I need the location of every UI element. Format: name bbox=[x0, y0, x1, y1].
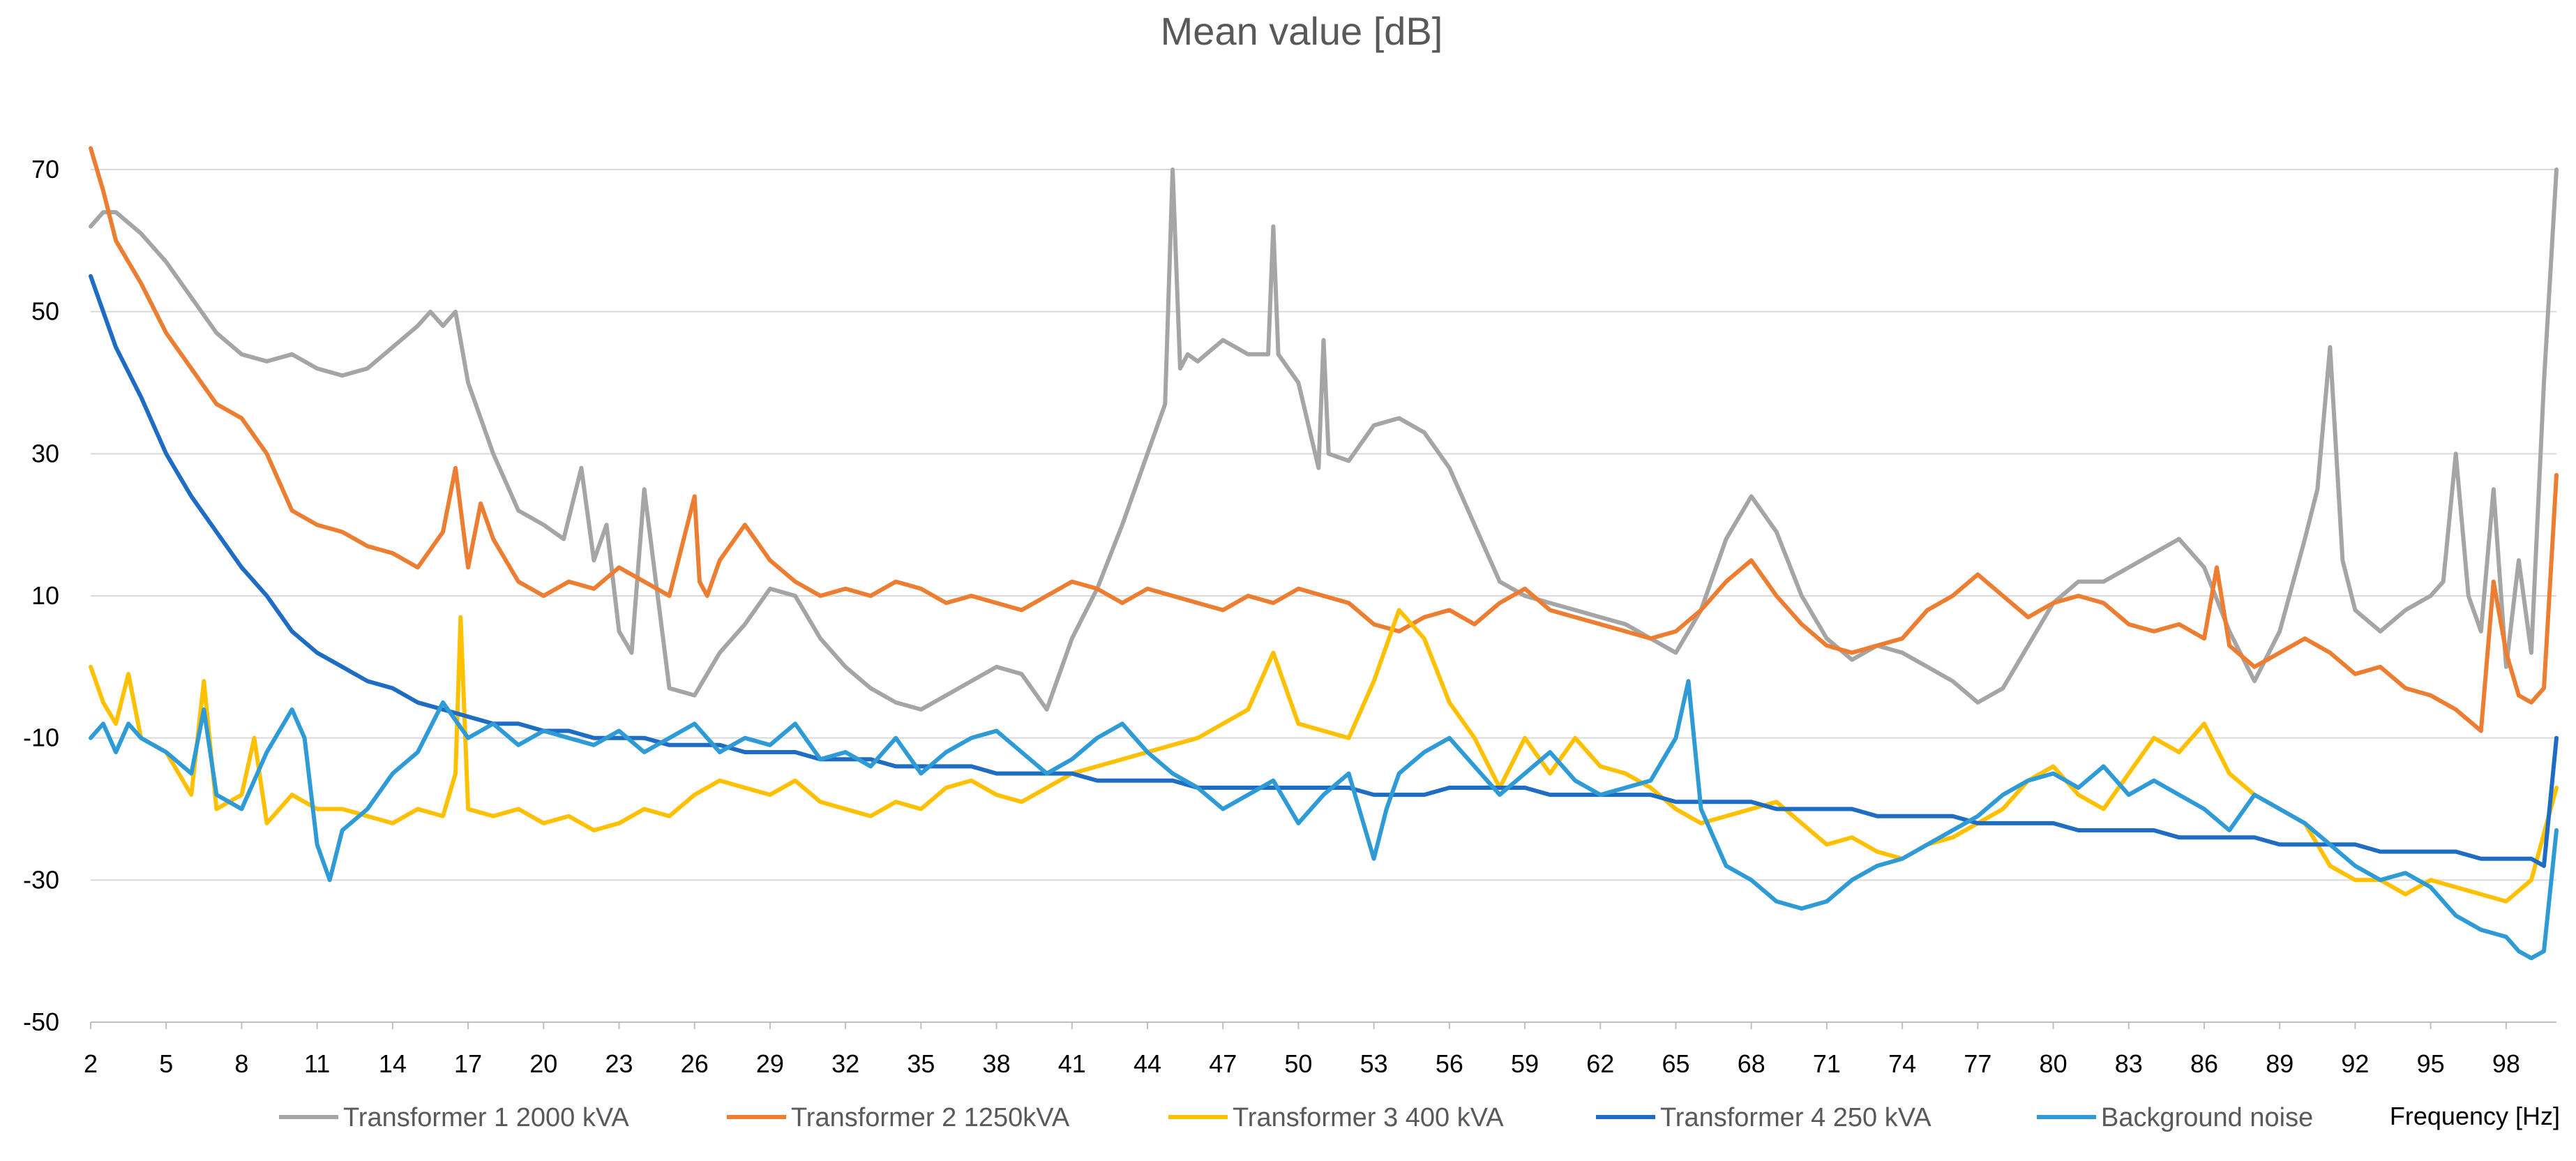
x-tick-label: 41 bbox=[1058, 1049, 1086, 1078]
x-tick-label: 20 bbox=[529, 1049, 557, 1078]
y-axis-ticks: 70 50 30 10 -10 -30 -50 bbox=[23, 155, 59, 1036]
x-tick-label: 8 bbox=[234, 1049, 248, 1078]
x-tick-label: 65 bbox=[1662, 1049, 1689, 1078]
x-tick-label: 68 bbox=[1738, 1049, 1765, 1078]
series-line-5 bbox=[89, 679, 2559, 961]
legend-label: Transformer 3 400 kVA bbox=[1233, 1103, 1504, 1132]
x-tick-label: 89 bbox=[2266, 1049, 2293, 1078]
series-line-1 bbox=[89, 167, 2559, 712]
y-tick-label: 10 bbox=[31, 581, 59, 610]
x-tick-label: 50 bbox=[1284, 1049, 1312, 1078]
legend-label: Transformer 2 1250kVA bbox=[791, 1103, 1070, 1132]
x-tick-label: 29 bbox=[756, 1049, 784, 1078]
y-tick-label: -50 bbox=[23, 1008, 59, 1036]
x-tick-label: 26 bbox=[681, 1049, 709, 1078]
x-tick-label: 62 bbox=[1586, 1049, 1614, 1078]
series-layer bbox=[89, 146, 2559, 961]
x-tick-label: 92 bbox=[2341, 1049, 2369, 1078]
x-tick-label: 74 bbox=[1888, 1049, 1916, 1078]
x-tick-label: 77 bbox=[1964, 1049, 1991, 1078]
y-tick-label: 30 bbox=[31, 439, 59, 467]
y-tick-label: -10 bbox=[23, 724, 59, 752]
x-tick-label: 53 bbox=[1360, 1049, 1388, 1078]
x-tick-label: 86 bbox=[2190, 1049, 2218, 1078]
x-tick-label: 98 bbox=[2492, 1049, 2520, 1078]
x-tick-label: 95 bbox=[2417, 1049, 2445, 1078]
x-tick-label: 23 bbox=[605, 1049, 633, 1078]
chart-title: Mean value [dB] bbox=[1161, 9, 1443, 53]
x-tick-label: 35 bbox=[907, 1049, 935, 1078]
series-line-4 bbox=[89, 274, 2559, 868]
x-tick-label: 14 bbox=[379, 1049, 407, 1078]
y-tick-label: 70 bbox=[31, 155, 59, 183]
x-tick-label: 44 bbox=[1133, 1049, 1161, 1078]
series-line-2 bbox=[89, 146, 2559, 733]
x-tick-label: 56 bbox=[1436, 1049, 1463, 1078]
x-tick-label: 5 bbox=[159, 1049, 173, 1078]
x-tick-label: 80 bbox=[2040, 1049, 2067, 1078]
x-tick-label: 11 bbox=[304, 1049, 330, 1078]
legend: Transformer 1 2000 kVA Transformer 2 1250… bbox=[279, 1103, 2313, 1132]
legend-label: Transformer 4 250 kVA bbox=[1660, 1103, 1931, 1132]
x-axis-ticks: 2 5 8 11 14 17 20 23 26 29 32 35 38 41 44 47 50 53 56 59 62 6… bbox=[84, 1022, 2520, 1078]
x-tick-label: 2 bbox=[84, 1049, 98, 1078]
y-tick-label: -30 bbox=[23, 865, 59, 894]
series-line-3 bbox=[89, 608, 2559, 904]
x-tick-label: 38 bbox=[983, 1049, 1011, 1078]
x-tick-label: 71 bbox=[1813, 1049, 1841, 1078]
x-tick-label: 83 bbox=[2115, 1049, 2143, 1078]
x-tick-label: 32 bbox=[831, 1049, 859, 1078]
legend-label: Transformer 1 2000 kVA bbox=[343, 1103, 629, 1132]
x-tick-label: 17 bbox=[454, 1049, 482, 1078]
x-axis-label: Frequency [Hz] bbox=[2390, 1102, 2560, 1130]
y-tick-label: 50 bbox=[31, 297, 59, 326]
legend-label: Background noise bbox=[2101, 1103, 2313, 1132]
x-tick-label: 59 bbox=[1511, 1049, 1539, 1078]
grid-layer bbox=[91, 169, 2556, 1023]
x-tick-label: 47 bbox=[1209, 1049, 1237, 1078]
